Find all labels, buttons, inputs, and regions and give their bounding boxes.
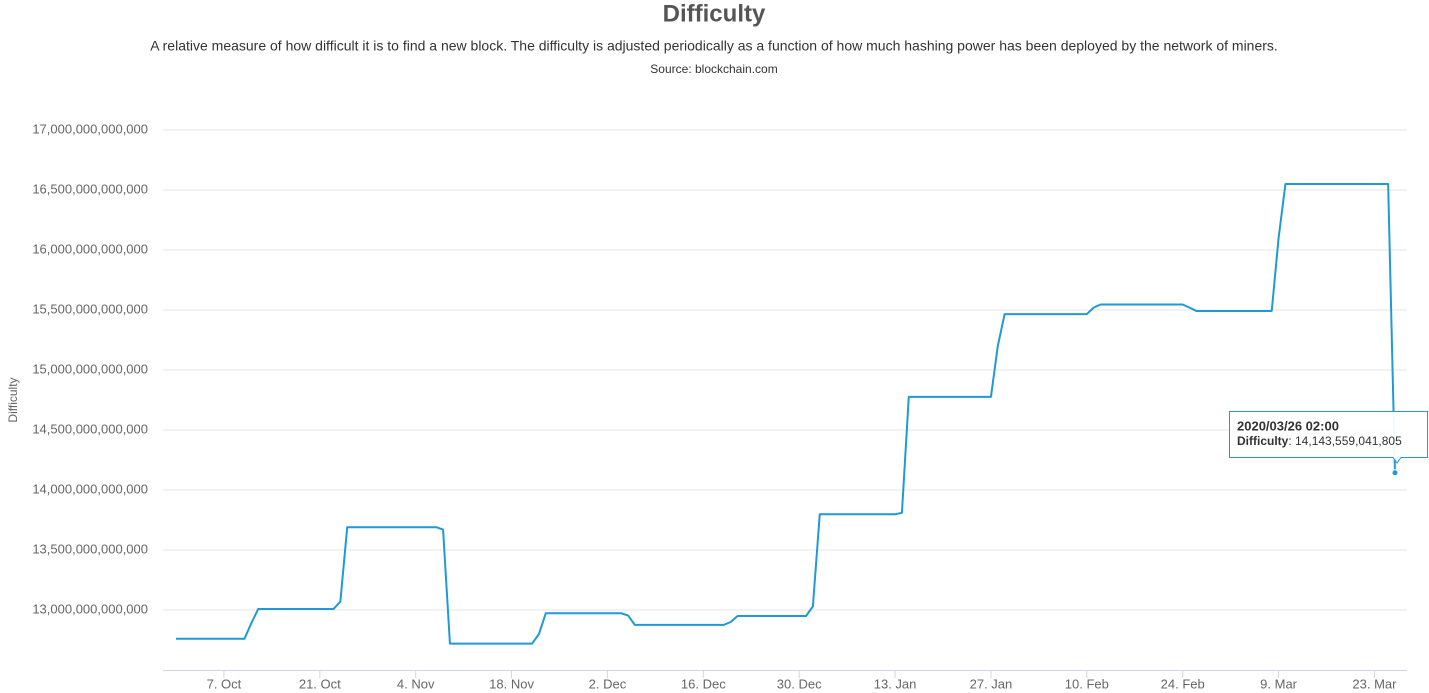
data-line (176, 183, 1396, 645)
x-tick-label: 13. Jan (874, 676, 917, 691)
x-tick-label: 23. Mar (1352, 676, 1397, 691)
x-tick-label: 4. Nov (397, 676, 435, 691)
y-tick-label: 14,500,000,000,000 (32, 421, 148, 436)
chart-source: Source: blockchain.com (650, 62, 777, 76)
x-tick-label: 30. Dec (777, 676, 822, 691)
tooltip-value: : 14,143,559,041,805 (1288, 434, 1402, 448)
chart-subtitle: A relative measure of how difficult it i… (150, 38, 1278, 54)
y-tick-label: 17,000,000,000,000 (32, 121, 148, 136)
x-tick-label: 2. Dec (589, 676, 627, 691)
y-tick-label: 15,000,000,000,000 (32, 361, 148, 376)
y-tick-label: 15,500,000,000,000 (32, 301, 148, 316)
x-tick-label: 18. Nov (489, 676, 534, 691)
x-tick-label: 9. Mar (1260, 676, 1298, 691)
x-tick-label: 16. Dec (681, 676, 726, 691)
y-tick-label: 14,000,000,000,000 (32, 481, 148, 496)
tooltip-title: 2020/03/26 02:00 (1237, 418, 1339, 433)
hover-point (1391, 469, 1399, 477)
tooltip-body: Difficulty: 14,143,559,041,805 (1237, 434, 1402, 448)
tooltip-label: Difficulty (1237, 434, 1289, 448)
x-tick-label: 10. Feb (1065, 676, 1109, 691)
y-tick-label: 13,500,000,000,000 (32, 541, 148, 556)
y-tick-label: 16,000,000,000,000 (32, 241, 148, 256)
y-axis-label: Difficulty (6, 377, 20, 422)
tooltip-box (1229, 411, 1428, 464)
chart-title: Difficulty (663, 0, 766, 27)
y-tick-label: 16,500,000,000,000 (32, 181, 148, 196)
x-tick-label: 21. Oct (299, 676, 341, 691)
x-tick-label: 24. Feb (1161, 676, 1205, 691)
x-tick-label: 7. Oct (207, 676, 242, 691)
y-tick-label: 13,000,000,000,000 (32, 601, 148, 616)
x-tick-label: 27. Jan (970, 676, 1013, 691)
